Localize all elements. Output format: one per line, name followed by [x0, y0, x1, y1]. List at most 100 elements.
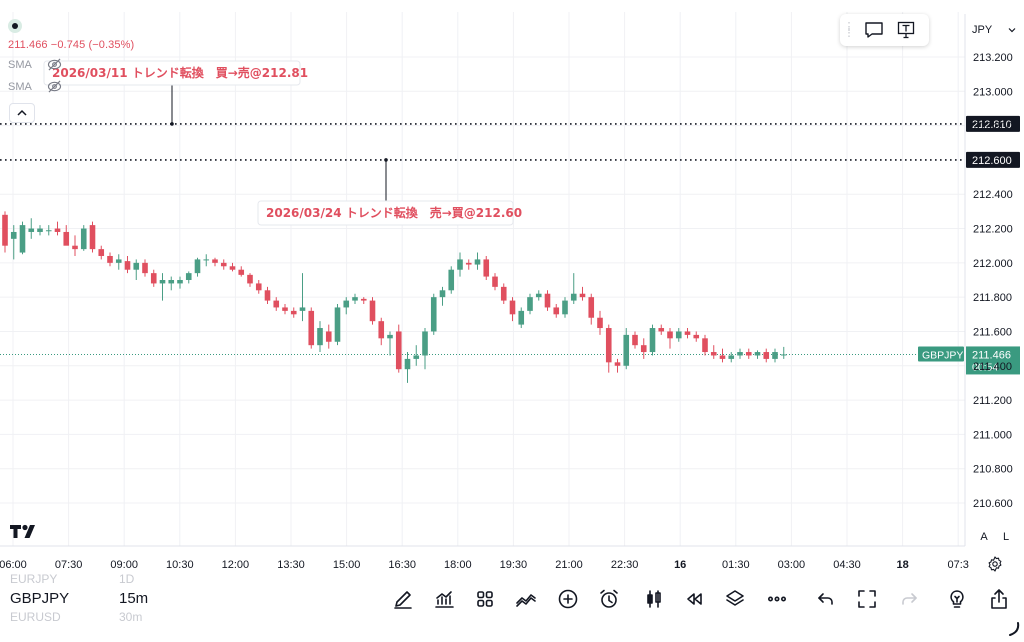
auto-scale-button[interactable]: A	[980, 531, 988, 543]
undo-icon	[818, 593, 833, 605]
candle	[395, 324, 402, 373]
trend-annotations[interactable]: 2026/03/11 トレンド転換 買→売@212.81 2026/03/24 ト…	[43, 60, 522, 226]
current-price-label: 211.466	[972, 349, 1011, 361]
candle	[518, 307, 525, 329]
candle-body	[492, 276, 498, 287]
redo-icon	[902, 593, 917, 605]
bottom-toolbar	[0, 577, 1024, 642]
candle-body	[570, 293, 577, 301]
price-axis[interactable]: 213.200 213.000 212.800 212.400 212.200 212.0…	[964, 14, 1013, 546]
timeframe-selector[interactable]: 15m	[119, 590, 149, 607]
candle	[544, 290, 551, 311]
time-tick-label: 16:30	[388, 559, 416, 571]
time-axis[interactable]: 06:00 07:30 09:00 10:30 12:00 13:30 15:00 16:30…	[0, 545, 969, 571]
candle	[483, 255, 490, 280]
candle-body	[229, 266, 236, 270]
candle	[72, 235, 78, 256]
pencil-icon	[394, 591, 412, 609]
currency-select[interactable]: JPY	[968, 19, 1020, 41]
drag-handle-icon[interactable]: ⋮ ⋮	[843, 21, 855, 39]
replay-button[interactable]	[681, 586, 707, 612]
gear-icon[interactable]	[986, 555, 1004, 573]
undo-button[interactable]	[813, 586, 839, 612]
timeframe-picker-next-item[interactable]: 30m	[119, 610, 143, 624]
symbol-selector[interactable]: GBPJPY	[10, 590, 70, 607]
candle	[422, 328, 428, 370]
level-tag-bg	[966, 151, 1020, 168]
bar-countdown-label: 00:54	[972, 361, 998, 373]
candle-body	[719, 355, 726, 359]
text-tool-button[interactable]	[890, 16, 922, 44]
symbol-picker-prev-item[interactable]: EURJPY	[10, 572, 58, 586]
candle	[203, 254, 210, 267]
candle-body	[439, 290, 446, 298]
hidden-eye-icon[interactable]	[47, 58, 62, 71]
redo-button[interactable]	[896, 586, 922, 612]
candle-body	[780, 354, 787, 356]
layers-button[interactable]	[722, 586, 748, 612]
time-tick-label: 04:30	[833, 559, 861, 571]
trend-annotation: 2026/03/24 トレンド転換 売→買@212.60	[257, 158, 522, 226]
candles-icon	[647, 590, 661, 608]
candle-body	[702, 338, 708, 353]
candle	[640, 338, 647, 359]
candle	[290, 307, 297, 318]
candle	[80, 225, 87, 251]
candle-body	[2, 214, 8, 246]
chart-type-button[interactable]	[641, 586, 667, 612]
candle-body	[212, 259, 218, 263]
sma-indicator-label[interactable]: SMA	[8, 81, 32, 93]
indicators-button[interactable]	[431, 586, 457, 612]
candle	[115, 254, 122, 270]
candle	[448, 266, 455, 294]
symbol-picker-next-item[interactable]: EURUSD	[10, 610, 61, 624]
price-tick-label: 211.200	[973, 395, 1012, 407]
candle-body	[448, 269, 455, 291]
candle	[54, 221, 61, 236]
ideas-button[interactable]	[944, 586, 970, 612]
collapse-legend-button[interactable]	[9, 103, 35, 123]
candle-body	[334, 307, 341, 342]
candle-body	[28, 228, 35, 232]
log-scale-button[interactable]: L	[1002, 531, 1010, 543]
trend-annotation: 2026/03/11 トレンド転換 買→売@212.81	[43, 60, 308, 126]
candle	[588, 293, 595, 325]
candle	[430, 293, 437, 335]
sma-indicator-label[interactable]: SMA	[8, 59, 32, 71]
candle	[317, 321, 323, 353]
candle	[247, 273, 253, 287]
candle	[675, 328, 682, 342]
candle	[632, 331, 638, 349]
draw-button[interactable]	[390, 586, 416, 612]
share-button[interactable]	[986, 586, 1012, 612]
candle	[492, 273, 498, 291]
strategy-button[interactable]	[513, 586, 539, 612]
candle-body	[553, 307, 560, 315]
candle	[238, 266, 245, 277]
grid-icon	[477, 591, 493, 607]
annotation-text: 2026/03/24 トレンド転換 売→買@212.60	[266, 205, 522, 220]
timeframe-picker-prev-item[interactable]: 1D	[119, 572, 135, 586]
comment-button[interactable]	[858, 16, 890, 44]
add-button[interactable]	[555, 586, 581, 612]
hidden-eye-icon[interactable]	[47, 80, 62, 93]
candle	[474, 252, 481, 270]
chevron-up-icon	[17, 109, 27, 116]
candle	[562, 297, 568, 318]
time-tick-label: 03:00	[778, 559, 806, 571]
alert-button[interactable]	[596, 586, 622, 612]
candle-body	[658, 328, 665, 332]
annotation-text: 2026/03/11 トレンド転換 買→売@212.81	[52, 65, 308, 80]
candle	[369, 297, 376, 325]
candle	[745, 348, 752, 359]
candle-body	[675, 331, 682, 339]
current-price-bg	[966, 346, 1020, 375]
candle	[623, 328, 630, 370]
more-button[interactable]	[764, 586, 790, 612]
annotation-anchor-dot	[170, 122, 174, 126]
fullscreen-button[interactable]	[854, 586, 880, 612]
candle	[649, 324, 656, 356]
layouts-button[interactable]	[472, 586, 498, 612]
time-tick-label: 07:30	[55, 559, 83, 571]
